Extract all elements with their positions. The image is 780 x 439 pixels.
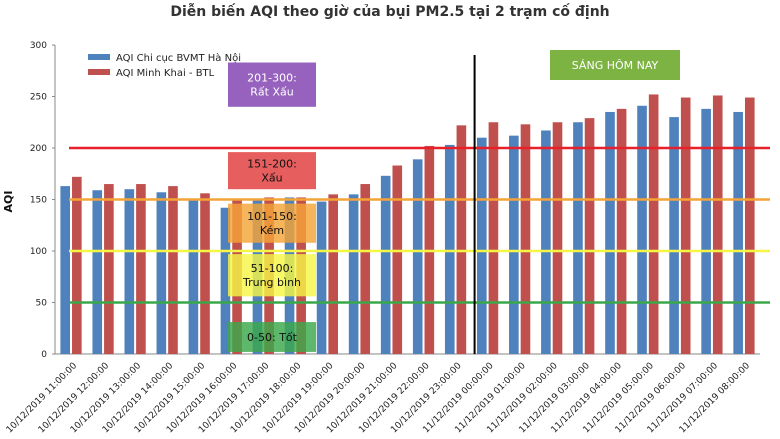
y-tick-label: 100	[30, 247, 47, 257]
legend-label: AQI Chi cục BVMT Hà Nội	[116, 52, 241, 64]
y-tick-label: 50	[36, 299, 48, 309]
bar-series-2	[616, 108, 627, 354]
aqi-zone-label: Rất Xấu	[250, 86, 293, 99]
bar-series-2	[456, 125, 467, 354]
aqi-zone-label: Trung bình	[242, 276, 301, 289]
bar-series-1	[380, 175, 391, 354]
bar-series-2	[520, 124, 531, 354]
y-tick-label: 300	[30, 41, 47, 51]
bar-series-2	[680, 97, 691, 354]
bar-series-1	[637, 105, 647, 355]
bar-series-1	[124, 189, 135, 354]
y-tick-label: 250	[30, 93, 47, 103]
bar-series-1	[477, 137, 487, 354]
legend-swatch	[88, 54, 110, 60]
y-tick-label: 200	[30, 144, 47, 154]
y-axis-label: AQI	[2, 191, 15, 213]
bar-series-1	[348, 194, 359, 354]
bar-series-2	[584, 118, 595, 354]
bar-series-1	[509, 135, 519, 354]
bar-series-1	[220, 207, 231, 354]
aqi-zone-range: 51-100:	[251, 262, 294, 275]
aqi-zone-range: 151-200:	[247, 158, 297, 171]
y-tick-label: 0	[41, 350, 47, 360]
bar-series-1	[444, 144, 455, 354]
chart-title: Diễn biến AQI theo giờ của bụi PM2.5 tại…	[170, 4, 610, 20]
bar-series-1	[188, 200, 199, 354]
aqi-zone-box	[228, 152, 316, 190]
bar-series-1	[605, 111, 615, 354]
bar-series-2	[392, 165, 403, 354]
aqi-zone-box	[228, 203, 316, 243]
bar-series-1	[573, 122, 583, 354]
aqi-zone-label: Xấu	[261, 172, 282, 185]
bar-series-2	[552, 122, 563, 354]
bar-series-2	[104, 184, 114, 354]
bar-series-2	[488, 122, 499, 354]
bar-series-2	[328, 194, 338, 354]
legend-swatch	[88, 69, 110, 75]
aqi-zone-box	[228, 322, 316, 352]
bar-series-2	[744, 97, 755, 354]
bar-series-1	[733, 111, 743, 354]
bar-series-1	[60, 186, 71, 354]
aqi-zone-label: Kém	[260, 224, 284, 237]
bar-series-1	[541, 130, 551, 354]
aqi-zone-box	[228, 62, 316, 107]
bar-series-2	[648, 94, 659, 354]
y-tick-label: 150	[30, 196, 47, 206]
legend-label: AQI Minh Khai - BTL	[116, 68, 215, 79]
bar-series-2	[168, 186, 178, 354]
bar-series-2	[200, 193, 210, 354]
bar-series-2	[712, 95, 723, 354]
bar-series-1	[316, 201, 327, 354]
bar-series-1	[701, 108, 711, 354]
aqi-zone-range: 201-300:	[247, 72, 297, 85]
bar-series-2	[360, 184, 371, 354]
bar-series-1	[412, 159, 423, 354]
aqi-zone-box	[228, 254, 316, 297]
bar-series-1	[92, 190, 103, 354]
bar-series-1	[156, 192, 167, 354]
annotation-label: SÁNG HÔM NAY	[572, 59, 659, 72]
aqi-zone-range: 0-50: Tốt	[247, 331, 298, 344]
bar-series-2	[72, 176, 82, 354]
bar-series-1	[669, 117, 679, 354]
bar-series-2	[136, 184, 146, 354]
aqi-zone-range: 101-150:	[247, 210, 297, 223]
annotation-box	[550, 50, 680, 80]
